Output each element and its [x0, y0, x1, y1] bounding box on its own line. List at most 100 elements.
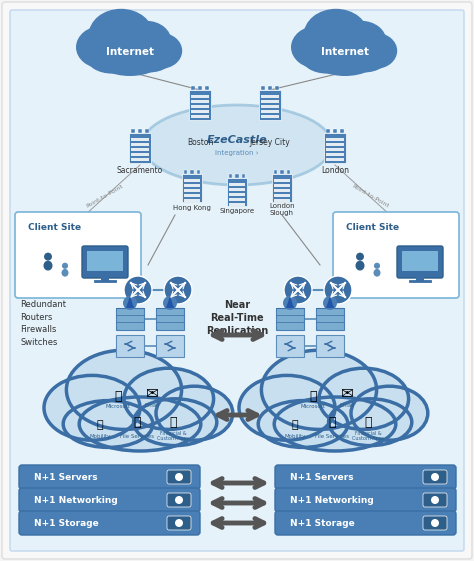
- Bar: [197, 170, 200, 174]
- Ellipse shape: [239, 375, 335, 440]
- Circle shape: [62, 263, 68, 269]
- Text: 📱: 📱: [97, 420, 103, 430]
- Circle shape: [323, 296, 337, 310]
- FancyBboxPatch shape: [167, 516, 191, 530]
- Ellipse shape: [134, 399, 217, 445]
- Bar: [229, 198, 245, 201]
- Text: Singapore: Singapore: [219, 208, 255, 214]
- Circle shape: [356, 252, 364, 260]
- FancyBboxPatch shape: [19, 511, 200, 535]
- Ellipse shape: [304, 9, 368, 62]
- Circle shape: [175, 473, 183, 481]
- Text: ✉: ✉: [341, 385, 354, 401]
- Ellipse shape: [89, 9, 154, 62]
- Ellipse shape: [44, 375, 140, 440]
- Ellipse shape: [336, 21, 386, 62]
- Bar: [333, 129, 337, 133]
- Circle shape: [175, 496, 183, 504]
- Circle shape: [175, 519, 183, 527]
- FancyBboxPatch shape: [276, 308, 304, 330]
- Circle shape: [374, 263, 380, 269]
- Text: Redundant
Routers
Firewalls
Switches: Redundant Routers Firewalls Switches: [20, 300, 66, 347]
- Circle shape: [431, 496, 439, 504]
- Bar: [274, 194, 290, 197]
- Ellipse shape: [139, 33, 182, 69]
- FancyBboxPatch shape: [167, 470, 191, 484]
- FancyBboxPatch shape: [167, 493, 191, 507]
- Text: N+1 Servers: N+1 Servers: [290, 472, 354, 481]
- Circle shape: [124, 276, 152, 304]
- Bar: [340, 129, 344, 133]
- FancyBboxPatch shape: [333, 212, 459, 298]
- FancyBboxPatch shape: [259, 90, 281, 120]
- FancyBboxPatch shape: [423, 470, 447, 484]
- FancyBboxPatch shape: [316, 335, 344, 357]
- Bar: [236, 174, 238, 178]
- Ellipse shape: [311, 40, 379, 76]
- Bar: [326, 143, 344, 146]
- Text: Financial &
Custom Apps: Financial & Custom Apps: [157, 431, 189, 442]
- Bar: [131, 129, 135, 133]
- Bar: [191, 115, 209, 118]
- Circle shape: [283, 296, 297, 310]
- Bar: [101, 276, 109, 281]
- Text: 📄: 📄: [114, 389, 122, 402]
- Ellipse shape: [62, 269, 69, 277]
- FancyBboxPatch shape: [156, 335, 184, 357]
- FancyBboxPatch shape: [10, 10, 464, 551]
- FancyBboxPatch shape: [129, 133, 151, 163]
- Bar: [131, 153, 149, 156]
- Bar: [131, 138, 149, 141]
- FancyBboxPatch shape: [272, 174, 292, 202]
- Bar: [268, 86, 272, 90]
- FancyBboxPatch shape: [227, 178, 247, 206]
- Bar: [184, 170, 187, 174]
- Bar: [229, 188, 245, 191]
- Text: N+1 Networking: N+1 Networking: [290, 495, 374, 504]
- Bar: [229, 174, 232, 178]
- Bar: [229, 203, 245, 206]
- Text: 🗄: 🗄: [133, 416, 141, 429]
- Ellipse shape: [374, 269, 381, 277]
- Bar: [326, 158, 344, 161]
- Text: 📄: 📄: [309, 389, 317, 402]
- FancyBboxPatch shape: [423, 493, 447, 507]
- Bar: [184, 199, 200, 202]
- Ellipse shape: [274, 397, 396, 451]
- Bar: [261, 86, 264, 90]
- Ellipse shape: [142, 105, 332, 185]
- Text: N+1 Storage: N+1 Storage: [34, 518, 99, 527]
- FancyBboxPatch shape: [397, 246, 443, 278]
- Text: 📱: 📱: [292, 420, 298, 430]
- FancyBboxPatch shape: [275, 511, 456, 535]
- FancyBboxPatch shape: [82, 246, 128, 278]
- Ellipse shape: [261, 350, 377, 429]
- Bar: [326, 148, 344, 151]
- Ellipse shape: [63, 401, 153, 448]
- FancyBboxPatch shape: [156, 308, 184, 330]
- Text: File Services: File Services: [120, 434, 154, 439]
- Circle shape: [163, 296, 177, 310]
- Text: N+1 Storage: N+1 Storage: [290, 518, 355, 527]
- Bar: [191, 95, 209, 98]
- Bar: [229, 193, 245, 196]
- Ellipse shape: [341, 41, 388, 72]
- Text: ✉: ✉: [146, 385, 158, 401]
- Bar: [281, 170, 283, 174]
- Bar: [191, 170, 193, 174]
- Circle shape: [44, 252, 52, 260]
- Bar: [287, 170, 290, 174]
- Bar: [326, 138, 344, 141]
- FancyBboxPatch shape: [19, 465, 200, 489]
- Bar: [191, 86, 195, 90]
- Polygon shape: [166, 296, 174, 308]
- Bar: [274, 179, 290, 182]
- Ellipse shape: [66, 350, 182, 429]
- Text: Near
Real-Time
Replication: Near Real-Time Replication: [206, 300, 268, 336]
- Polygon shape: [286, 296, 294, 308]
- Bar: [191, 110, 209, 113]
- Bar: [326, 129, 329, 133]
- Circle shape: [431, 473, 439, 481]
- Ellipse shape: [328, 399, 412, 445]
- Bar: [229, 183, 245, 186]
